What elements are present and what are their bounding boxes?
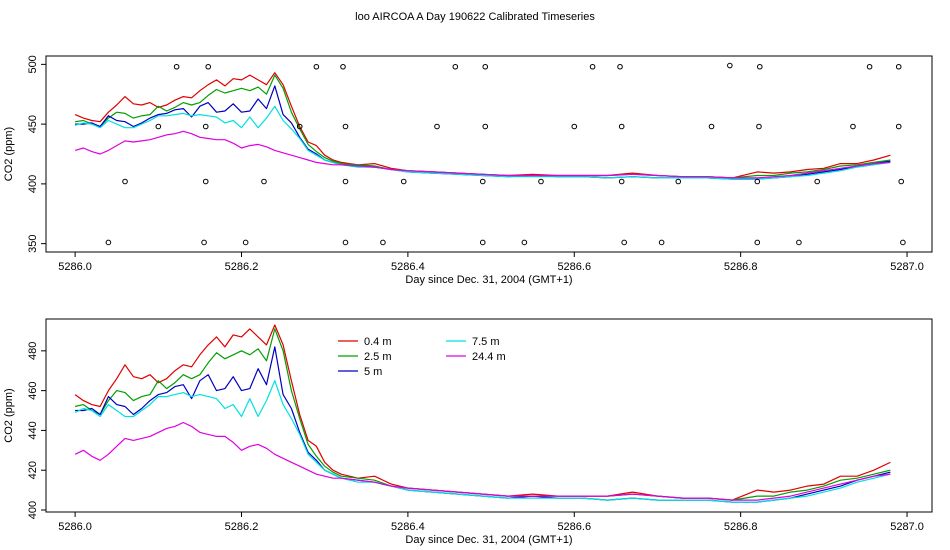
status-point — [754, 239, 761, 246]
status-point — [340, 63, 346, 70]
status-point — [122, 178, 128, 185]
y-tick-label: 400 — [27, 501, 39, 519]
x-tick-label: 5286.8 — [724, 521, 758, 533]
status-point — [342, 123, 349, 130]
status-point — [313, 63, 320, 70]
status-point — [479, 178, 486, 185]
plot-frame — [45, 318, 933, 513]
status-point — [895, 123, 902, 130]
status-point — [708, 123, 715, 130]
status-point — [342, 178, 349, 185]
x-axis-label: Day since Dec. 31, 2004 (GMT+1) — [405, 534, 572, 546]
figure-title: loo AIRCOA A Day 190622 Calibrated Times… — [355, 11, 595, 23]
status-point — [342, 239, 349, 246]
series-line-24-4-m-m — [74, 130, 891, 179]
status-point — [658, 239, 665, 246]
status-point — [589, 63, 596, 70]
status-point — [618, 123, 625, 130]
status-point — [434, 123, 440, 130]
status-point — [201, 239, 207, 246]
series-line-7-5-m-m — [74, 105, 891, 180]
status-point — [173, 63, 180, 70]
y-tick-label: 440 — [27, 421, 39, 439]
status-point — [242, 239, 249, 246]
x-tick-label: 5287.0 — [890, 261, 924, 273]
series-line-5-m-m — [75, 85, 891, 180]
y-tick-label: 500 — [27, 55, 39, 73]
status-point — [521, 239, 528, 246]
status-point — [756, 63, 763, 70]
top-panel: 5286.0 5286.2 5286.4 5286.6 5286.8 5287.0 350 4… — [3, 55, 933, 286]
y-tick-label: 450 — [27, 115, 39, 133]
status-point — [621, 239, 627, 246]
status-point — [261, 178, 267, 185]
x-tick-label: 5286.0 — [58, 521, 92, 533]
y-tick-label: 480 — [27, 342, 39, 360]
y-tick-label: 460 — [27, 381, 39, 399]
x-axis-label: Day since Dec. 31, 2004 (GMT+1) — [405, 274, 572, 286]
x-tick-label: 5286.2 — [225, 261, 259, 273]
status-point — [617, 63, 623, 70]
x-tick-label: 5286.4 — [391, 261, 425, 273]
plot-frame — [45, 55, 933, 253]
x-tick-label: 5286.6 — [557, 521, 591, 533]
y-tick-label: 350 — [27, 234, 39, 252]
status-point — [675, 178, 682, 185]
status-point — [452, 63, 459, 70]
y-tick-label: 400 — [27, 175, 39, 193]
status-point — [105, 239, 112, 246]
bottom-panel: 5286.0 5286.2 5286.4 5286.6 5286.8 5287.0 400 4… — [3, 318, 933, 546]
legend-label: 0.4 m — [364, 336, 392, 348]
status-point — [900, 239, 906, 246]
series-line-5-m-m — [75, 346, 891, 503]
status-point — [895, 63, 902, 70]
x-tick-label: 5286.4 — [391, 521, 425, 533]
status-point — [482, 63, 489, 70]
status-point — [205, 63, 212, 70]
status-point — [796, 239, 802, 246]
status-point — [202, 178, 209, 185]
x-tick-label: 5286.0 — [58, 261, 92, 273]
status-point — [756, 123, 762, 130]
legend: 0.4 m 2.5 m 5 m 7.5 m 24.4 m — [338, 336, 506, 378]
y-axis-label: CO2 (ppm) — [3, 127, 15, 181]
x-tick-label: 5286.2 — [225, 521, 259, 533]
legend-label: 5 m — [364, 366, 382, 378]
status-point — [296, 123, 303, 130]
status-point — [538, 178, 544, 185]
status-point — [866, 63, 873, 70]
y-axis-label: CO2 (ppm) — [3, 388, 15, 442]
status-point — [571, 123, 578, 130]
status-point — [850, 123, 856, 130]
status-point — [754, 178, 761, 185]
status-point — [814, 178, 820, 185]
status-point — [482, 123, 489, 130]
legend-label: 24.4 m — [472, 351, 506, 363]
x-tick-label: 5286.6 — [557, 261, 591, 273]
status-point — [898, 178, 905, 185]
status-point — [202, 123, 209, 130]
status-point — [618, 178, 625, 185]
x-tick-label: 5286.8 — [724, 261, 758, 273]
x-tick-label: 5287.0 — [890, 521, 924, 533]
legend-label: 7.5 m — [472, 336, 500, 348]
series-line-7-5-m-m — [74, 380, 891, 503]
y-tick-label: 420 — [27, 461, 39, 479]
status-point — [380, 239, 386, 246]
status-point — [727, 62, 733, 69]
legend-label: 2.5 m — [364, 351, 392, 363]
series-line-24-4-m-m — [74, 421, 891, 501]
status-point — [155, 123, 162, 130]
status-point — [400, 178, 407, 185]
status-point — [479, 239, 486, 246]
